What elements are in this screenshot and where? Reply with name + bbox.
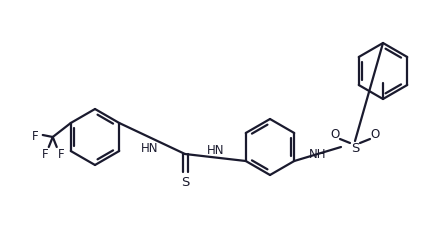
Text: O: O: [330, 128, 340, 141]
Text: O: O: [370, 128, 380, 141]
Text: S: S: [181, 175, 189, 188]
Text: NH: NH: [309, 147, 326, 160]
Text: HN: HN: [206, 143, 224, 156]
Text: HN: HN: [142, 141, 159, 154]
Text: F: F: [32, 129, 38, 142]
Text: F: F: [41, 147, 48, 160]
Text: F: F: [57, 147, 64, 160]
Text: S: S: [351, 141, 359, 154]
